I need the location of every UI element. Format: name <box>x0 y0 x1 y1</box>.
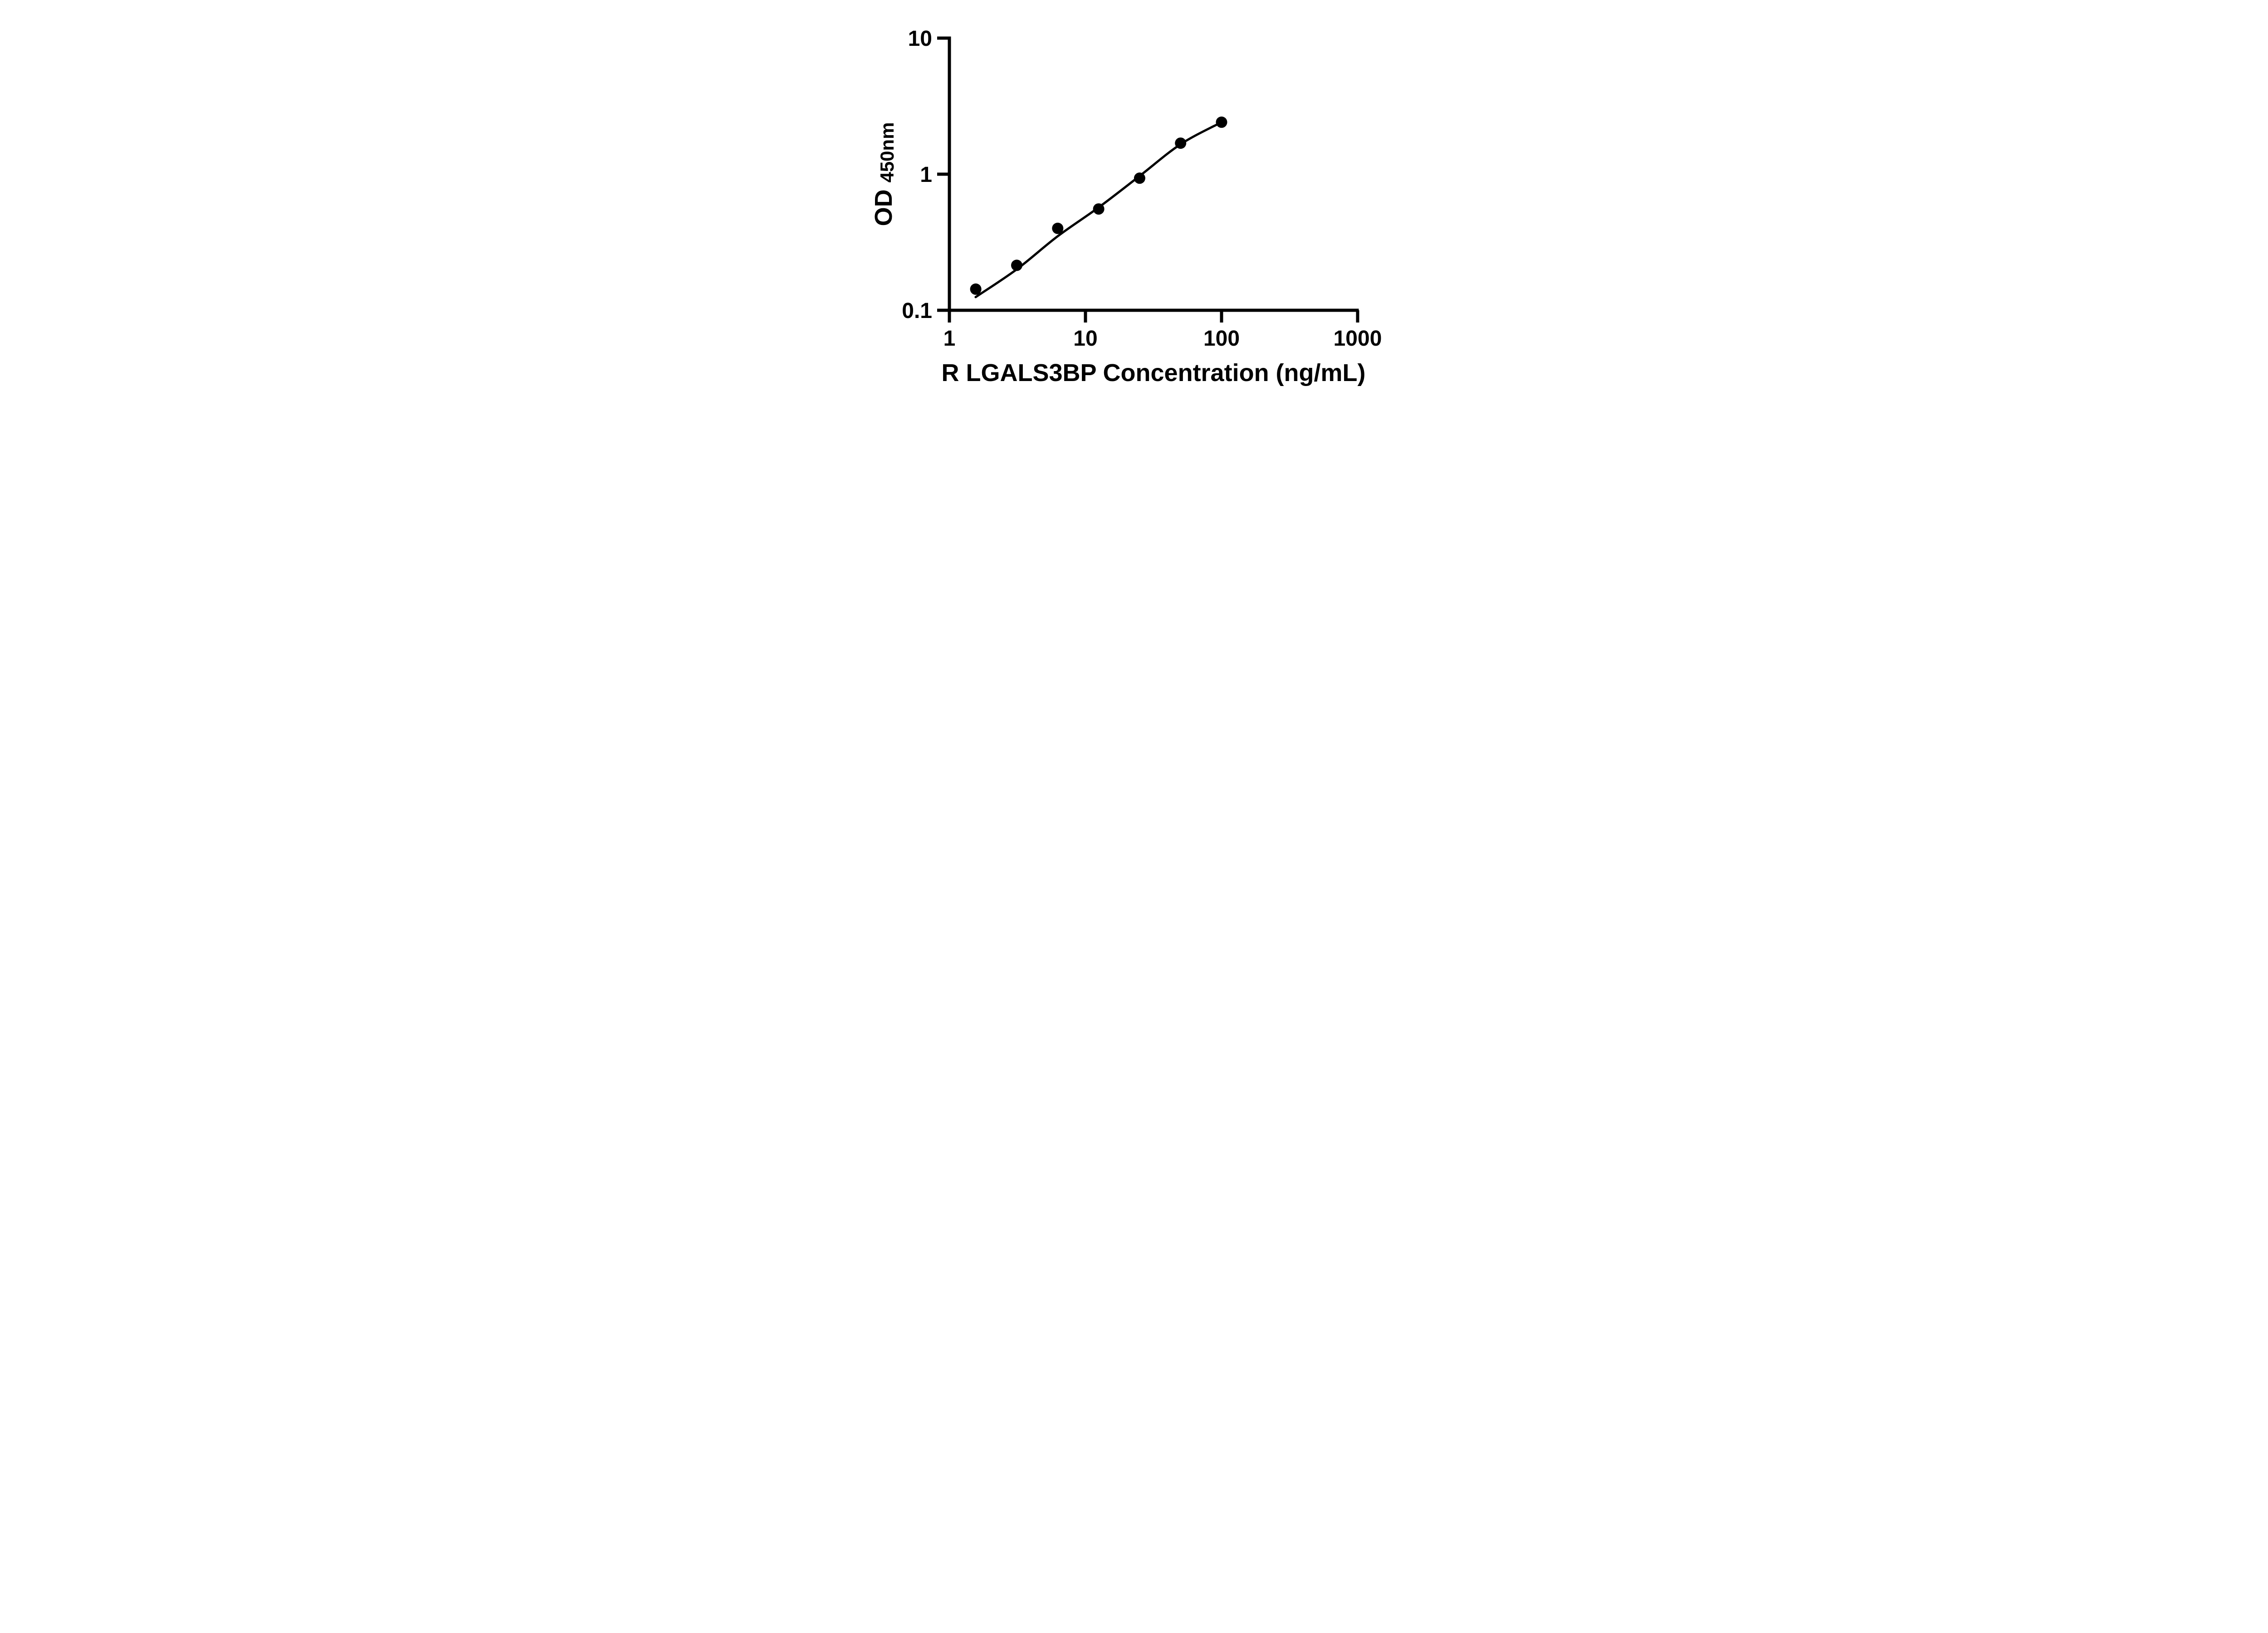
axes <box>948 36 1359 312</box>
data-point-marker <box>1052 222 1064 234</box>
x-tick-label: 1000 <box>1334 327 1382 351</box>
standard-curve-chart: 1 10 100 1000 0.1 1 10 R LGALS3BP Concentrati… <box>870 27 1382 386</box>
data-point-marker <box>1011 259 1022 271</box>
x-tick-label: 10 <box>1073 327 1097 351</box>
y-axis-title-main: OD <box>870 190 897 226</box>
y-axis-ticks: 0.1 1 10 <box>902 27 949 323</box>
y-tick-label: 10 <box>908 27 932 51</box>
y-tick-label: 1 <box>920 163 932 187</box>
x-tick-label: 100 <box>1203 327 1240 351</box>
data-point-marker <box>1093 203 1105 215</box>
y-tick-label: 0.1 <box>902 299 932 323</box>
x-axis-ticks: 1 10 100 1000 <box>943 310 1382 351</box>
data-point-marker <box>1175 137 1187 149</box>
x-tick-label: 1 <box>943 327 956 351</box>
data-point-marker <box>1134 172 1145 184</box>
data-point-marker <box>1216 116 1227 128</box>
data-points-group <box>970 116 1227 295</box>
x-axis-title: R LGALS3BP Concentration (ng/mL) <box>941 359 1365 386</box>
y-axis-title-subscript: 450nm <box>876 122 898 182</box>
y-axis-title: OD 450nm <box>870 122 898 226</box>
elisa-standard-curve-figure: 1 10 100 1000 0.1 1 10 R LGALS3BP Concentrati… <box>848 0 1420 408</box>
data-point-marker <box>970 283 982 295</box>
